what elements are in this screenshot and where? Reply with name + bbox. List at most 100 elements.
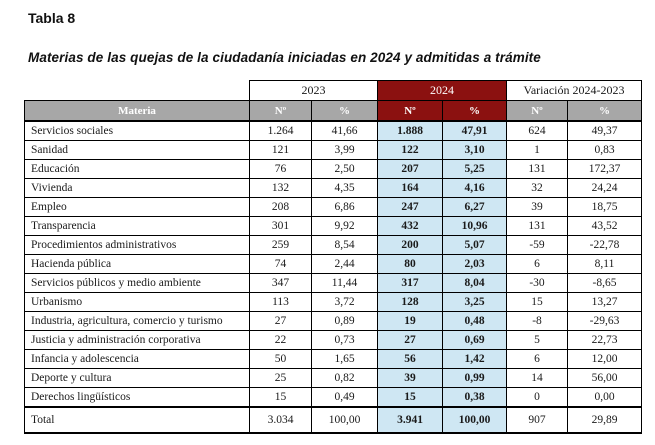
cell-n-2023: 301 <box>249 216 312 236</box>
cell-materia: Hacienda pública <box>24 254 250 274</box>
page-title: Materias de las quejas de la ciudadanía … <box>28 50 541 65</box>
data-table: 2023 2024 Variación 2024-2023 Materia Nº… <box>24 80 643 434</box>
table-row: Derechos lingüísticos 15 0,49 15 0,38 0 0,00 <box>24 387 643 408</box>
cell-n-2024: 19 <box>377 311 443 331</box>
cell-n-2024: 128 <box>377 292 443 312</box>
cell-pct-2024: 0,38 <box>442 387 507 408</box>
group-header-2023: 2023 <box>249 80 378 101</box>
cell-materia: Deporte y cultura <box>24 368 250 388</box>
cell-n-2023: 347 <box>249 273 312 293</box>
cell-pct-2024: 2,03 <box>442 254 507 274</box>
cell-pct-var: 49,37 <box>566 120 643 141</box>
cell-n-var: 6 <box>506 349 568 369</box>
cell-n-2023: 74 <box>249 254 312 274</box>
cell-n-2023: 27 <box>249 311 312 331</box>
cell-n-2024: 56 <box>377 349 443 369</box>
cell-materia: Vivienda <box>24 178 250 198</box>
cell-materia: Infancia y adolescencia <box>24 349 250 369</box>
table-row: Hacienda pública 74 2,44 80 2,03 6 8,11 <box>24 254 643 274</box>
cell-n-var: 14 <box>506 368 568 388</box>
cell-pct-2023: 0,89 <box>311 311 378 331</box>
cell-n-var: 1 <box>506 140 568 160</box>
cell-n-2023: 113 <box>249 292 312 312</box>
cell-pct-var: 8,11 <box>566 254 643 274</box>
cell-n-var: -59 <box>506 235 568 255</box>
table-row: Sanidad 121 3,99 122 3,10 1 0,83 <box>24 140 643 160</box>
cell-materia: Urbanismo <box>24 292 250 312</box>
cell-pct-2023: 1,65 <box>311 349 378 369</box>
cell-pct-var: 24,24 <box>566 178 643 198</box>
table-row: Urbanismo 113 3,72 128 3,25 15 13,27 <box>24 292 643 312</box>
cell-pct-var: -29,63 <box>566 311 643 331</box>
cell-pct-var: 172,37 <box>566 159 643 179</box>
cell-n-2023: 132 <box>249 178 312 198</box>
table-header: 2023 2024 Variación 2024-2023 Materia Nº… <box>24 80 643 122</box>
cell-pct-var: 12,00 <box>566 349 643 369</box>
cell-total-n-2023: 3.034 <box>249 406 312 434</box>
cell-n-2024: 122 <box>377 140 443 160</box>
cell-total-n-var: 907 <box>506 406 568 434</box>
cell-n-var: 131 <box>506 216 568 236</box>
cell-n-2023: 15 <box>249 387 312 408</box>
cell-n-var: -8 <box>506 311 568 331</box>
year-group-row: 2023 2024 Variación 2024-2023 <box>25 80 643 101</box>
column-header-row: Materia Nº % Nº % Nº % <box>24 100 643 122</box>
cell-materia: Justicia y administración corporativa <box>24 330 250 350</box>
cell-n-2024: 164 <box>377 178 443 198</box>
table-row: Transparencia 301 9,92 432 10,96 131 43,52 <box>24 216 643 236</box>
cell-n-2024: 27 <box>377 330 443 350</box>
cell-pct-var: 43,52 <box>566 216 643 236</box>
column-header-pct-2023: % <box>311 100 378 122</box>
cell-materia: Educación <box>24 159 250 179</box>
cell-pct-2023: 0,73 <box>311 330 378 350</box>
cell-n-2024: 200 <box>377 235 443 255</box>
cell-n-2023: 25 <box>249 368 312 388</box>
table-row: Industria, agricultura, comercio y turis… <box>24 311 643 331</box>
cell-total-n-2024: 3.941 <box>377 406 443 434</box>
cell-pct-var: 0,83 <box>566 140 643 160</box>
cell-pct-var: 0,00 <box>566 387 643 408</box>
group-header-variacion: Variación 2024-2023 <box>505 80 643 101</box>
cell-n-var: 0 <box>506 387 568 408</box>
column-header-pct-2024: % <box>442 100 507 122</box>
cell-pct-var: 18,75 <box>566 197 643 217</box>
table-row-total: Total 3.034 100,00 3.941 100,00 907 29,8… <box>24 406 643 434</box>
cell-pct-2023: 8,54 <box>311 235 378 255</box>
cell-pct-2023: 3,99 <box>311 140 378 160</box>
group-header-2024: 2024 <box>377 80 507 101</box>
cell-n-var: 5 <box>506 330 568 350</box>
column-header-n-2024: Nº <box>377 100 443 122</box>
column-header-n-2023: Nº <box>249 100 312 122</box>
cell-n-2023: 1.264 <box>249 120 312 141</box>
cell-materia: Empleo <box>24 197 250 217</box>
cell-n-var: 32 <box>506 178 568 198</box>
cell-pct-2024: 8,04 <box>442 273 507 293</box>
cell-total-pct-var: 29,89 <box>566 406 643 434</box>
cell-pct-2024: 1,42 <box>442 349 507 369</box>
table-row: Deporte y cultura 25 0,82 39 0,99 14 56,00 <box>24 368 643 388</box>
cell-pct-2024: 0,99 <box>442 368 507 388</box>
cell-n-var: 131 <box>506 159 568 179</box>
cell-n-2023: 259 <box>249 235 312 255</box>
cell-materia: Transparencia <box>24 216 250 236</box>
cell-n-var: 6 <box>506 254 568 274</box>
cell-n-2024: 39 <box>377 368 443 388</box>
cell-n-2023: 208 <box>249 197 312 217</box>
cell-materia: Industria, agricultura, comercio y turis… <box>24 311 250 331</box>
cell-pct-2024: 4,16 <box>442 178 507 198</box>
cell-pct-2024: 3,25 <box>442 292 507 312</box>
table-number: Tabla 8 <box>28 10 76 26</box>
empty-corner-cell <box>25 81 250 101</box>
cell-n-2024: 80 <box>377 254 443 274</box>
cell-n-2024: 1.888 <box>377 120 443 141</box>
cell-n-2023: 121 <box>249 140 312 160</box>
cell-materia: Servicios sociales <box>24 120 250 141</box>
total-row: Total 3.034 100,00 3.941 100,00 907 29,8… <box>24 406 643 434</box>
cell-n-2023: 76 <box>249 159 312 179</box>
cell-materia: Procedimientos administrativos <box>24 235 250 255</box>
column-header-n-var: Nº <box>506 100 568 122</box>
cell-n-2024: 15 <box>377 387 443 408</box>
cell-n-var: -30 <box>506 273 568 293</box>
cell-pct-var: 13,27 <box>566 292 643 312</box>
